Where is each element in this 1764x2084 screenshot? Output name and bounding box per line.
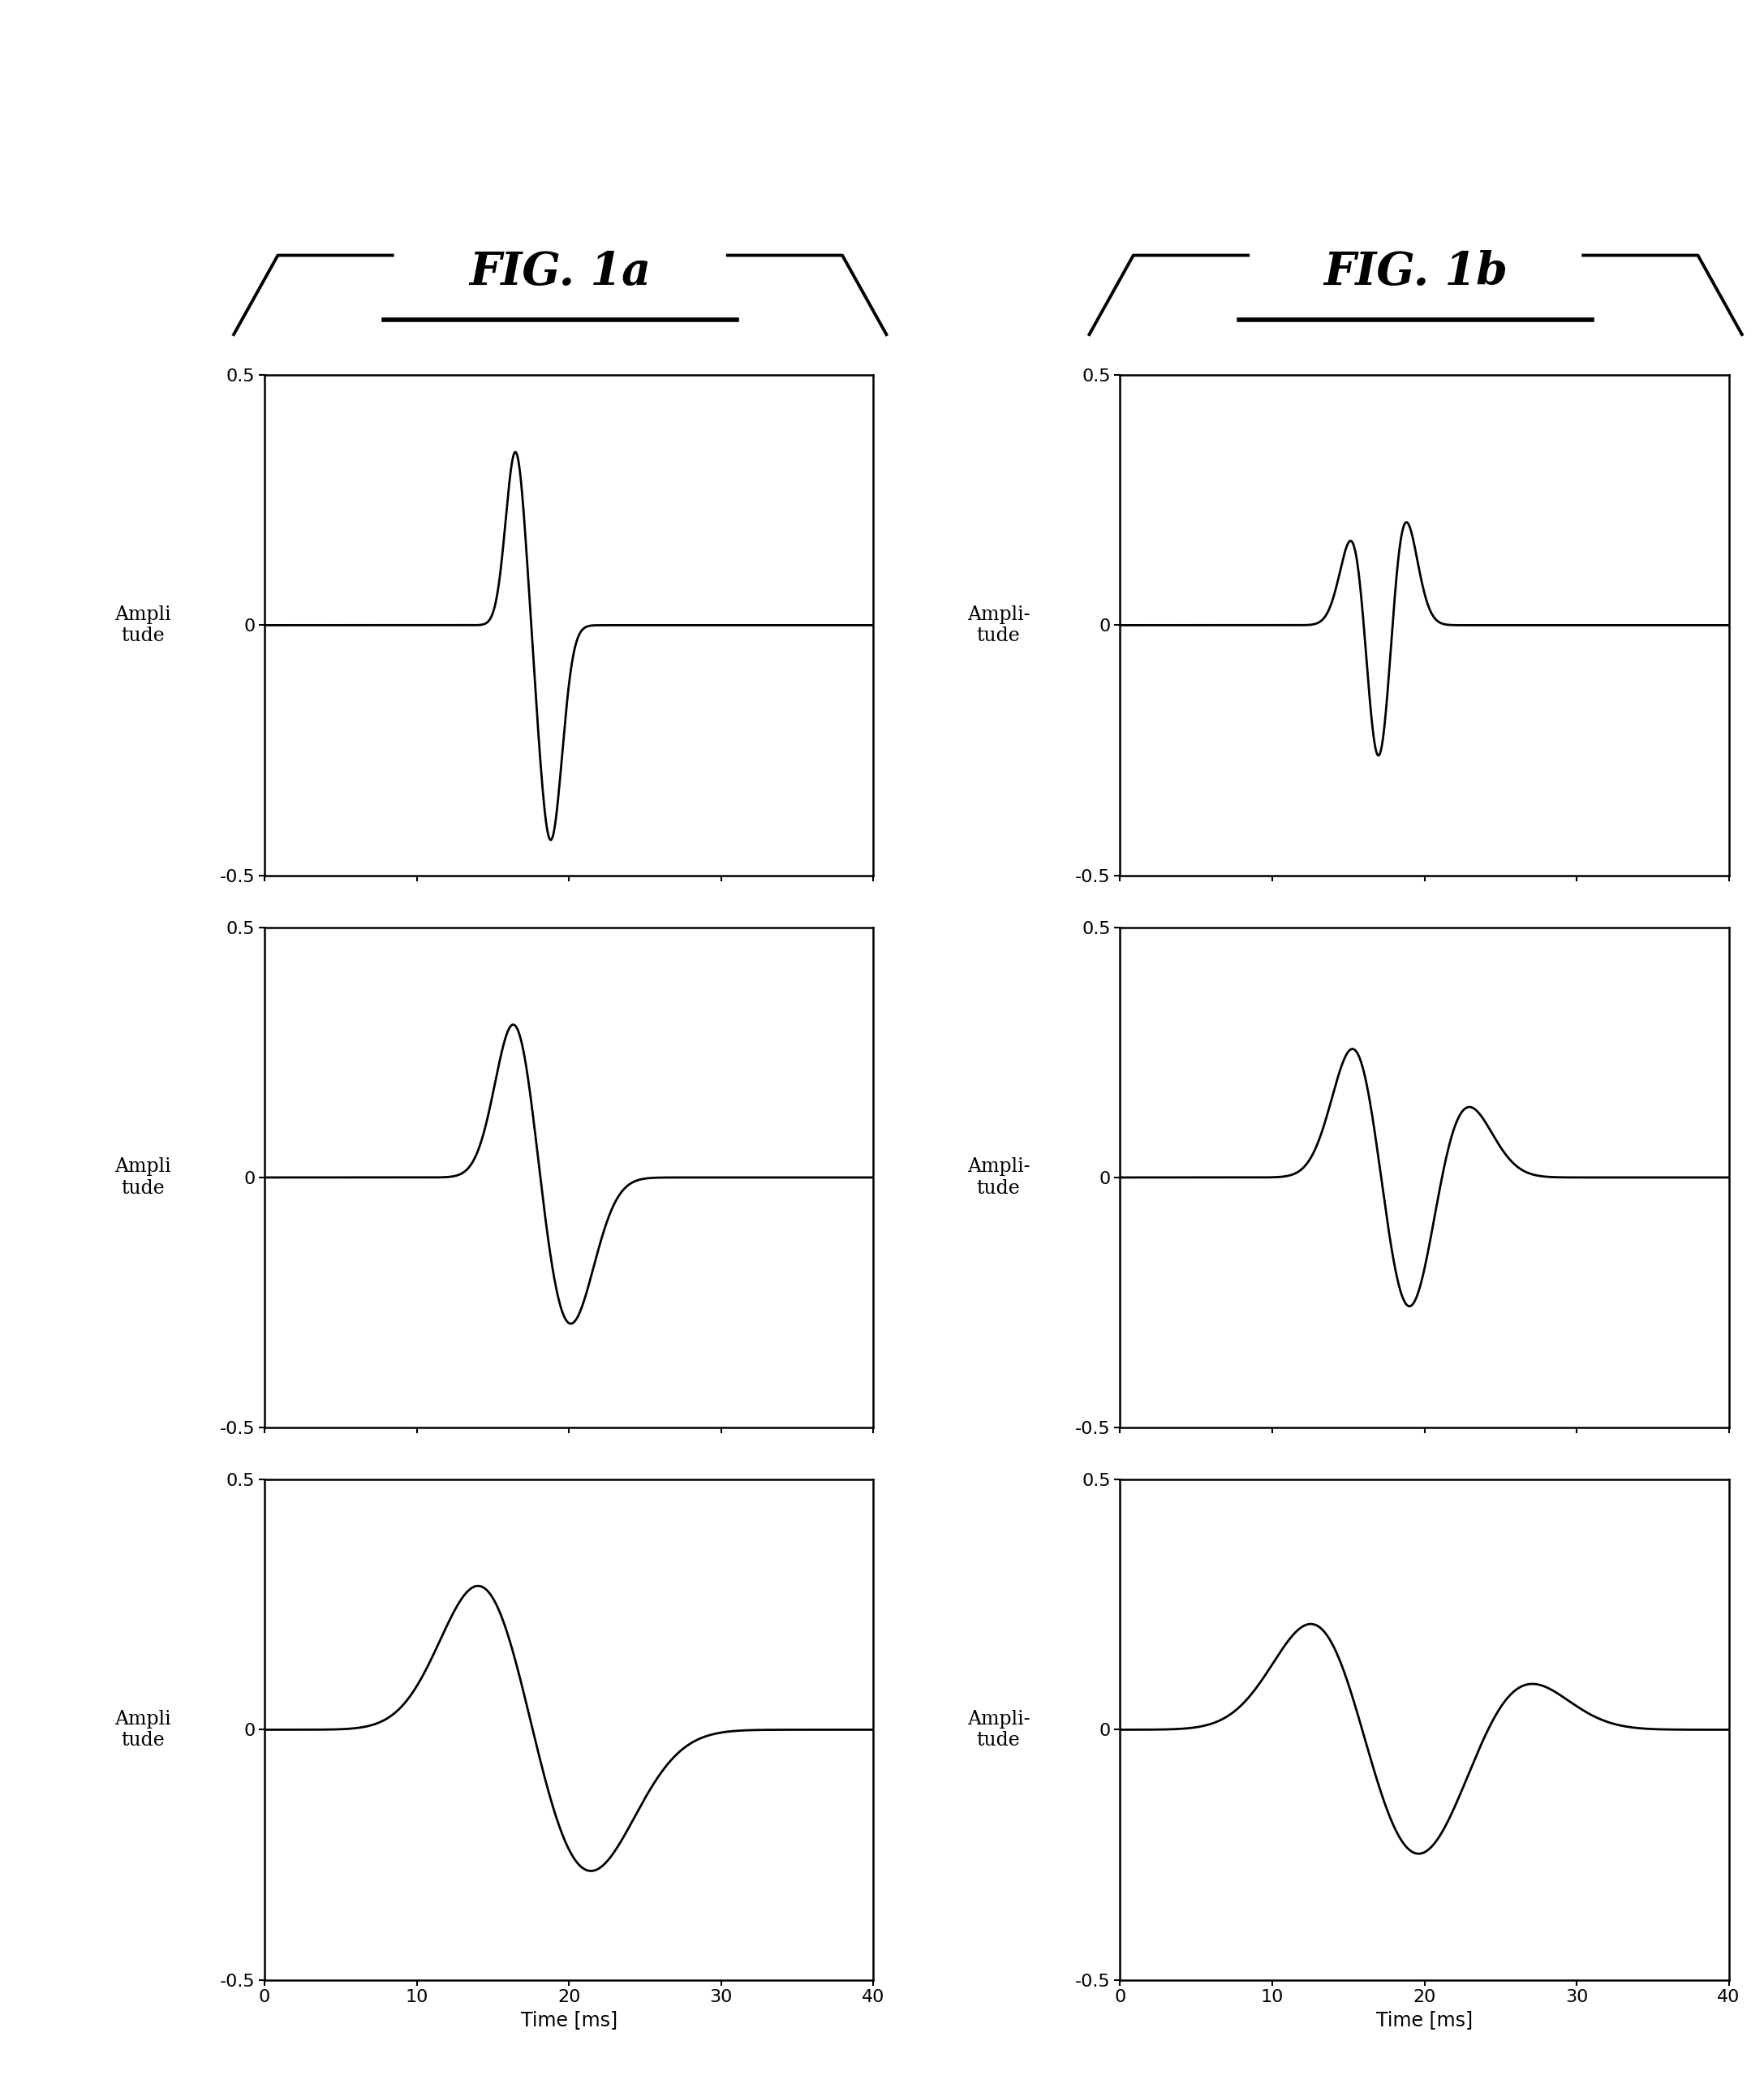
X-axis label: Time [ms]: Time [ms] (520, 2011, 617, 2030)
Text: FIG. 1b: FIG. 1b (1323, 250, 1508, 294)
Y-axis label: Ampli-
tude: Ampli- tude (967, 1709, 1030, 1751)
Y-axis label: Ampli
tude: Ampli tude (115, 604, 171, 646)
Y-axis label: Ampli-
tude: Ampli- tude (967, 604, 1030, 646)
Y-axis label: Ampli
tude: Ampli tude (115, 1157, 171, 1198)
Y-axis label: Ampli-
tude: Ampli- tude (967, 1157, 1030, 1198)
X-axis label: Time [ms]: Time [ms] (1376, 2011, 1473, 2030)
Text: FIG. 1a: FIG. 1a (469, 250, 651, 294)
Y-axis label: Ampli
tude: Ampli tude (115, 1709, 171, 1751)
